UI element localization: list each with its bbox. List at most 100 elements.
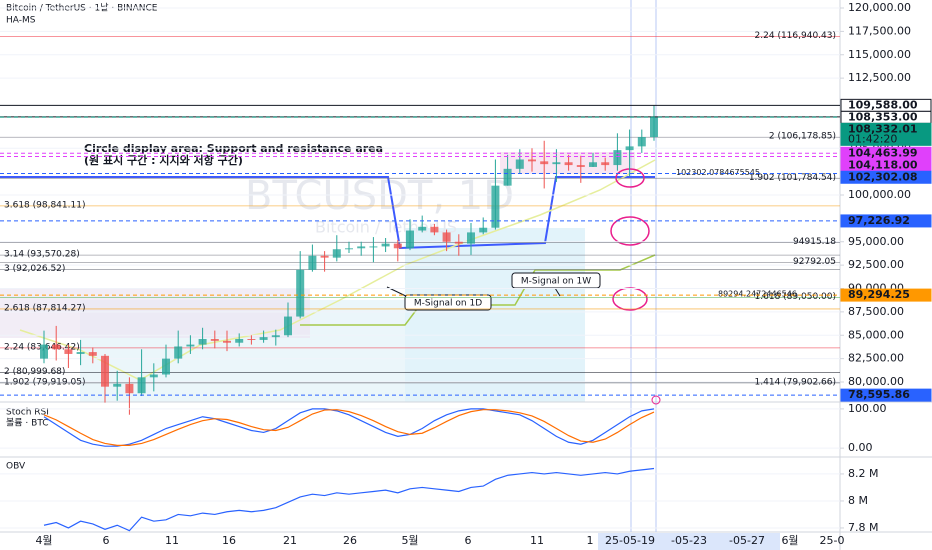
level-label: 2.24 (116,940.43) <box>755 31 836 41</box>
level-label: 1.902 (101,784.54) <box>749 173 836 183</box>
candle-body <box>418 226 427 231</box>
pane-subtitle: 볼륨 · BTC <box>6 418 49 429</box>
series-line <box>43 467 655 532</box>
y-tick-label: 92,500.00 <box>848 258 904 271</box>
candle-body <box>357 246 366 249</box>
m-signal-1d <box>0 176 655 250</box>
candle-body <box>625 146 634 151</box>
candle-body <box>552 162 561 165</box>
level-label: 2.618 (87,814.27) <box>4 303 85 313</box>
x-tick-label: 21 <box>283 534 297 547</box>
candle-body <box>210 338 219 341</box>
countdown: 01:42:20 <box>848 132 897 145</box>
candle-body <box>528 159 536 162</box>
moving-average <box>19 159 656 381</box>
candle-body <box>320 255 329 258</box>
price-tag-label: 104,118.00 <box>848 158 918 171</box>
candle-body <box>174 346 183 359</box>
y-tick-label: 112,500.00 <box>848 71 911 84</box>
candle-body <box>601 162 610 166</box>
y-tick-label: 85,000.00 <box>848 328 904 341</box>
price-tag <box>840 170 932 184</box>
candle-body <box>540 161 549 165</box>
candle-body <box>101 355 109 387</box>
candle-body <box>125 383 134 394</box>
y-tick-label: 87,500.00 <box>848 305 904 318</box>
watermark: BTCUSDT, 1D <box>245 173 514 219</box>
candle-body <box>381 243 390 247</box>
candle-body <box>430 226 439 233</box>
y-tick-label: 8 M <box>848 494 868 507</box>
callout-line <box>554 287 561 297</box>
candle-body <box>406 230 414 249</box>
series-line <box>43 409 655 446</box>
y-tick-label: 100,000.00 <box>848 188 911 201</box>
candle-body <box>564 162 573 166</box>
price-tag-label: 108,332.01 <box>848 122 918 135</box>
x-tick-label: 1 <box>587 534 594 547</box>
level-label: 94915.18 <box>793 237 836 247</box>
candle-body <box>503 168 512 186</box>
y-tick-label: 95,000.00 <box>848 235 904 248</box>
date-range <box>598 533 780 550</box>
indicator-title: HA-MS <box>6 16 36 26</box>
candle-body <box>259 337 268 340</box>
candle-body <box>393 243 402 249</box>
price-tag-label: 78,595.86 <box>848 388 910 401</box>
x-tick-label: 26 <box>343 534 357 547</box>
circle-marker <box>610 216 650 246</box>
y-tick-label: 120,000.00 <box>848 1 911 14</box>
candle-body <box>442 232 451 242</box>
y-tick-label: 82,500.00 <box>848 352 904 365</box>
candle-body <box>284 316 292 336</box>
level-label: 89294.2472446546 <box>718 290 797 299</box>
y-tick-label: 100.00 <box>848 402 887 415</box>
level-label: 2 (80,999.68) <box>4 367 65 377</box>
x-tick-label: 11 <box>530 534 544 547</box>
candle-body <box>162 358 170 375</box>
level-label: 3.14 (93,570.28) <box>4 250 80 260</box>
candle-body <box>345 248 353 250</box>
candle-body <box>613 150 622 166</box>
callout-box <box>511 272 601 289</box>
x-tick-label: 5월 <box>401 534 418 547</box>
x-tick-label: -05-23 <box>671 534 707 547</box>
candle-body <box>235 338 244 343</box>
x-tick-label: 6 <box>465 534 472 547</box>
candle-body <box>247 338 256 340</box>
level-label: 3.618 (98,841.11) <box>4 200 85 210</box>
y-tick-label: 7.8 M <box>848 521 878 534</box>
candle-body <box>40 344 48 359</box>
circle-marker <box>651 395 661 405</box>
candle-body <box>88 352 97 356</box>
candle-body <box>296 269 305 317</box>
candle-body <box>52 344 61 350</box>
x-tick-label: 11 <box>165 534 179 547</box>
candle-body <box>467 232 475 244</box>
level-label: 2 (106,178.85) <box>769 132 836 142</box>
x-tick-label: 16 <box>222 534 236 547</box>
candle-body <box>76 352 85 354</box>
candle-body <box>223 340 231 343</box>
candle-body <box>198 338 207 345</box>
level-label: 1.618 (89,050.00) <box>755 292 836 302</box>
candle-body <box>491 185 500 228</box>
candle-body <box>454 241 463 244</box>
candle-body <box>369 246 378 248</box>
candle-body <box>186 344 195 347</box>
candle-body <box>113 383 122 387</box>
candle-body <box>650 117 658 138</box>
annotation: M-Signal on 1W <box>521 277 591 287</box>
candle-body <box>149 374 158 378</box>
x-tick-label: -05-27 <box>729 534 765 547</box>
pane-title: OBV <box>6 462 26 472</box>
candle-body <box>271 335 280 338</box>
level-label: 1.414 (79,902.66) <box>755 377 836 387</box>
candle-body <box>332 249 341 258</box>
price-tag-label: 97,226.92 <box>848 214 910 227</box>
price-tag <box>840 388 932 402</box>
watermark-sub: Bitcoin / TetherUS <box>315 218 457 237</box>
candle-body <box>515 159 524 169</box>
candle-body <box>479 227 488 233</box>
